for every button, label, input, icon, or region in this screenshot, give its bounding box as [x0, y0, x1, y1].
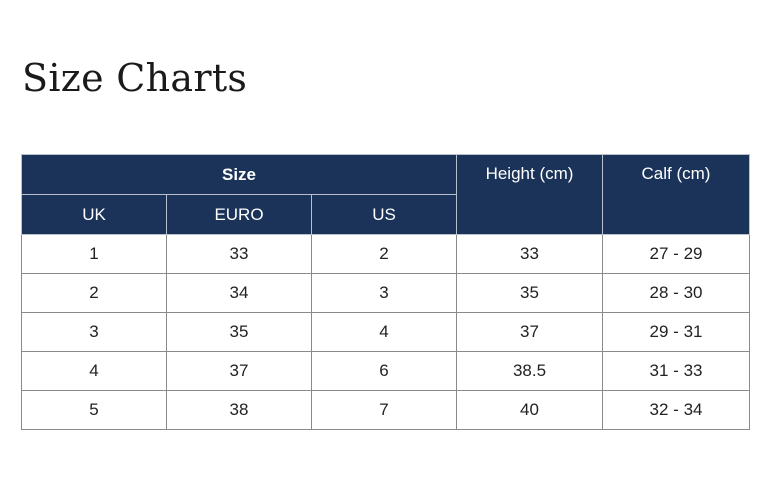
page-title: Size Charts [22, 56, 248, 100]
calf-cell: 28 - 30 [602, 273, 751, 313]
height-cell: 37 [456, 312, 604, 352]
uk-cell: 5 [21, 390, 167, 430]
calf-cell: 32 - 34 [602, 390, 751, 430]
table-subheader-row: UK EURO US [21, 194, 750, 235]
calf-header: Calf (cm) [602, 154, 751, 235]
uk-cell: 1 [21, 234, 167, 274]
us-cell: 3 [310, 273, 458, 313]
table-row: 3 35 4 37 29 - 31 [21, 312, 751, 352]
height-cell: 40 [456, 390, 604, 430]
us-header: US [310, 194, 458, 235]
euro-cell: 38 [166, 390, 312, 430]
calf-cell: 27 - 29 [602, 234, 751, 274]
uk-cell: 4 [21, 351, 167, 391]
table-row: 2 34 3 35 28 - 30 [21, 273, 751, 313]
table-row: 1 33 2 33 27 - 29 [21, 234, 751, 274]
us-cell: 2 [310, 234, 458, 274]
euro-cell: 37 [166, 351, 312, 391]
height-cell: 38.5 [456, 351, 604, 391]
uk-cell: 2 [21, 273, 167, 313]
euro-cell: 33 [166, 234, 312, 274]
us-cell: 7 [310, 390, 458, 430]
us-cell: 6 [310, 351, 458, 391]
height-header: Height (cm) [456, 154, 604, 235]
euro-header: EURO [166, 194, 312, 235]
euro-cell: 35 [166, 312, 312, 352]
euro-cell: 34 [166, 273, 312, 313]
height-cell: 35 [456, 273, 604, 313]
height-cell: 33 [456, 234, 604, 274]
uk-header: UK [21, 194, 167, 235]
size-group-header: Size [20, 154, 458, 195]
uk-cell: 3 [21, 312, 167, 352]
calf-cell: 31 - 33 [602, 351, 751, 391]
table-row: 5 38 7 40 32 - 34 [21, 390, 751, 430]
calf-cell: 29 - 31 [602, 312, 751, 352]
size-chart-table: Size Height (cm) Calf (cm) UK EURO US 1 … [20, 154, 751, 430]
us-cell: 4 [310, 312, 458, 352]
table-row: 4 37 6 38.5 31 - 33 [21, 351, 751, 391]
table-header-row: Size Height (cm) Calf (cm) [20, 154, 751, 235]
